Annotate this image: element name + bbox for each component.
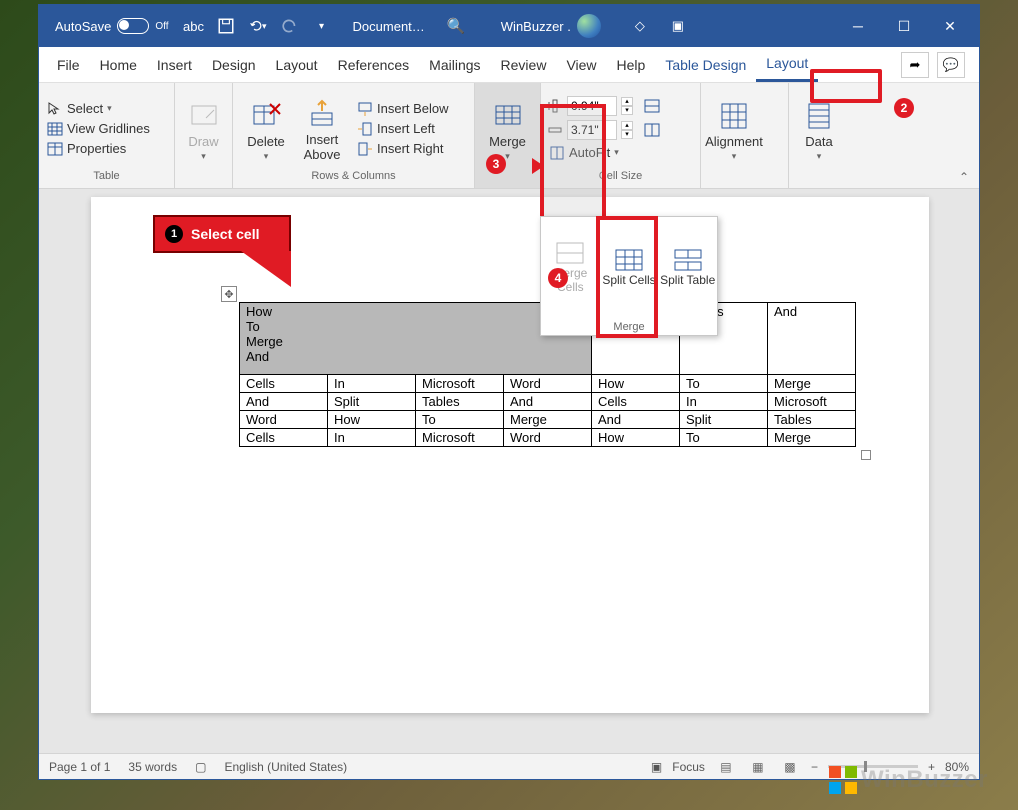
split-cells-item[interactable]: Split Cells <box>600 217 659 319</box>
group-table: Select▾ View Gridlines Properties Table <box>39 83 175 188</box>
select-button[interactable]: Select▾ <box>45 100 152 118</box>
tab-help[interactable]: Help <box>607 47 656 82</box>
autofit-button[interactable]: AutoFit▾ <box>547 144 661 162</box>
quick-access-toolbar: abc ▾ ▾ <box>185 17 331 35</box>
annotation-badge-2: 2 <box>894 98 914 118</box>
properties-button[interactable]: Properties <box>45 140 152 158</box>
table-move-handle-icon[interactable]: ✥ <box>221 286 237 302</box>
annotation-badge-3: 3 <box>486 154 506 174</box>
page: 1Select cell ✥ How To Merge And Split Ta… <box>91 197 929 713</box>
merge-cells-item: Merge Cells <box>541 217 600 319</box>
zoom-out-button[interactable]: − <box>811 760 818 774</box>
width-spinner[interactable]: ▴▾ <box>621 121 633 139</box>
col-width-input[interactable] <box>567 120 617 140</box>
document-title: Document… <box>353 19 425 34</box>
insert-above-button[interactable]: Insert Above <box>295 87 349 170</box>
tab-layout[interactable]: Layout <box>266 47 328 82</box>
window-controls: ─ ☐ ✕ <box>835 5 973 47</box>
focus-mode-icon[interactable]: ▣ <box>651 760 662 774</box>
group-draw: Draw▾ <box>175 83 233 188</box>
row-height-input[interactable] <box>567 96 617 116</box>
group-table-label: Table <box>45 170 168 186</box>
maximize-button[interactable]: ☐ <box>881 5 927 47</box>
annotation-badge-4: 4 <box>548 268 568 288</box>
focus-label[interactable]: Focus <box>672 760 705 774</box>
tab-references[interactable]: References <box>328 47 420 82</box>
col-width-icon <box>547 122 563 138</box>
tab-home[interactable]: Home <box>90 47 147 82</box>
winbuzzer-logo-icon <box>829 766 857 794</box>
qat-customize-icon[interactable]: ▾ <box>313 17 331 35</box>
comments-button[interactable]: 💬 <box>937 52 965 78</box>
delete-button[interactable]: Delete▾ <box>239 87 293 170</box>
document-area: 1Select cell ✥ How To Merge And Split Ta… <box>39 189 979 753</box>
diamond-icon[interactable]: ◇ <box>631 17 649 35</box>
distribute-rows-icon[interactable] <box>643 98 661 114</box>
tab-insert[interactable]: Insert <box>147 47 202 82</box>
merged-cell[interactable]: How To Merge And <box>240 303 592 375</box>
tab-review[interactable]: Review <box>491 47 557 82</box>
tab-design[interactable]: Design <box>202 47 266 82</box>
tab-table-design[interactable]: Table Design <box>655 47 756 82</box>
callout-select-cell: 1Select cell <box>153 215 291 287</box>
toggle-switch[interactable] <box>117 18 149 34</box>
group-rows-cols-label: Rows & Columns <box>239 170 468 186</box>
ribbon-display-icon[interactable]: ▣ <box>669 17 687 35</box>
insert-left-button[interactable]: Insert Left <box>355 120 451 138</box>
account-name: WinBuzzer . <box>501 19 571 34</box>
autosave-state: Off <box>155 21 168 32</box>
avatar-icon <box>577 14 601 38</box>
print-layout-icon[interactable]: ▦ <box>747 758 769 776</box>
collapse-ribbon-icon[interactable]: ⌃ <box>959 170 969 184</box>
row-height-icon <box>547 98 563 114</box>
watermark: WinBuzzer <box>829 766 988 794</box>
merge-dd-group-label: Merge <box>541 319 717 335</box>
table-resize-handle[interactable] <box>861 450 871 460</box>
language-indicator[interactable]: English (United States) <box>224 760 347 774</box>
spellcheck-icon[interactable]: ▢ <box>195 760 206 774</box>
tab-table-layout[interactable]: Layout <box>756 47 818 82</box>
minimize-button[interactable]: ─ <box>835 5 881 47</box>
ribbon-tabs: File Home Insert Design Layout Reference… <box>39 47 979 83</box>
group-cell-size: ▴▾ ▴▾ AutoFit▾ Cell Size <box>541 83 701 188</box>
strikethrough-icon[interactable]: abc <box>185 17 203 35</box>
share-button[interactable]: ➦ <box>901 52 929 78</box>
group-data: Data▾ <box>789 83 849 188</box>
view-gridlines-button[interactable]: View Gridlines <box>45 120 152 138</box>
height-spinner[interactable]: ▴▾ <box>621 97 633 115</box>
tab-file[interactable]: File <box>47 47 90 82</box>
save-icon[interactable] <box>217 17 235 35</box>
data-button[interactable]: Data▾ <box>795 87 843 170</box>
autosave-toggle[interactable]: AutoSave Off <box>55 18 169 34</box>
autosave-label: AutoSave <box>55 19 111 34</box>
word-window: AutoSave Off abc ▾ ▾ Document… 🔍 WinBuzz… <box>38 4 980 780</box>
insert-right-button[interactable]: Insert Right <box>355 140 451 158</box>
split-table-item[interactable]: Split Table <box>658 217 717 319</box>
alignment-button[interactable]: Alignment▾ <box>707 87 761 170</box>
word-count[interactable]: 35 words <box>128 760 177 774</box>
group-alignment: Alignment▾ <box>701 83 789 188</box>
search-icon[interactable]: 🔍 <box>447 17 465 35</box>
tab-mailings[interactable]: Mailings <box>419 47 490 82</box>
redo-icon[interactable] <box>281 17 299 35</box>
group-rows-columns: Delete▾ Insert Above Insert Below Insert… <box>233 83 475 188</box>
read-mode-icon[interactable]: ▤ <box>715 758 737 776</box>
undo-icon[interactable]: ▾ <box>249 17 267 35</box>
page-indicator[interactable]: Page 1 of 1 <box>49 760 110 774</box>
draw-button: Draw▾ <box>181 87 226 170</box>
close-button[interactable]: ✕ <box>927 5 973 47</box>
account-area[interactable]: WinBuzzer . <box>501 14 601 38</box>
insert-below-button[interactable]: Insert Below <box>355 100 451 118</box>
web-layout-icon[interactable]: ▩ <box>779 758 801 776</box>
group-cellsize-label: Cell Size <box>547 170 694 186</box>
tab-view[interactable]: View <box>556 47 606 82</box>
distribute-cols-icon[interactable] <box>643 122 661 138</box>
titlebar: AutoSave Off abc ▾ ▾ Document… 🔍 WinBuzz… <box>39 5 979 47</box>
